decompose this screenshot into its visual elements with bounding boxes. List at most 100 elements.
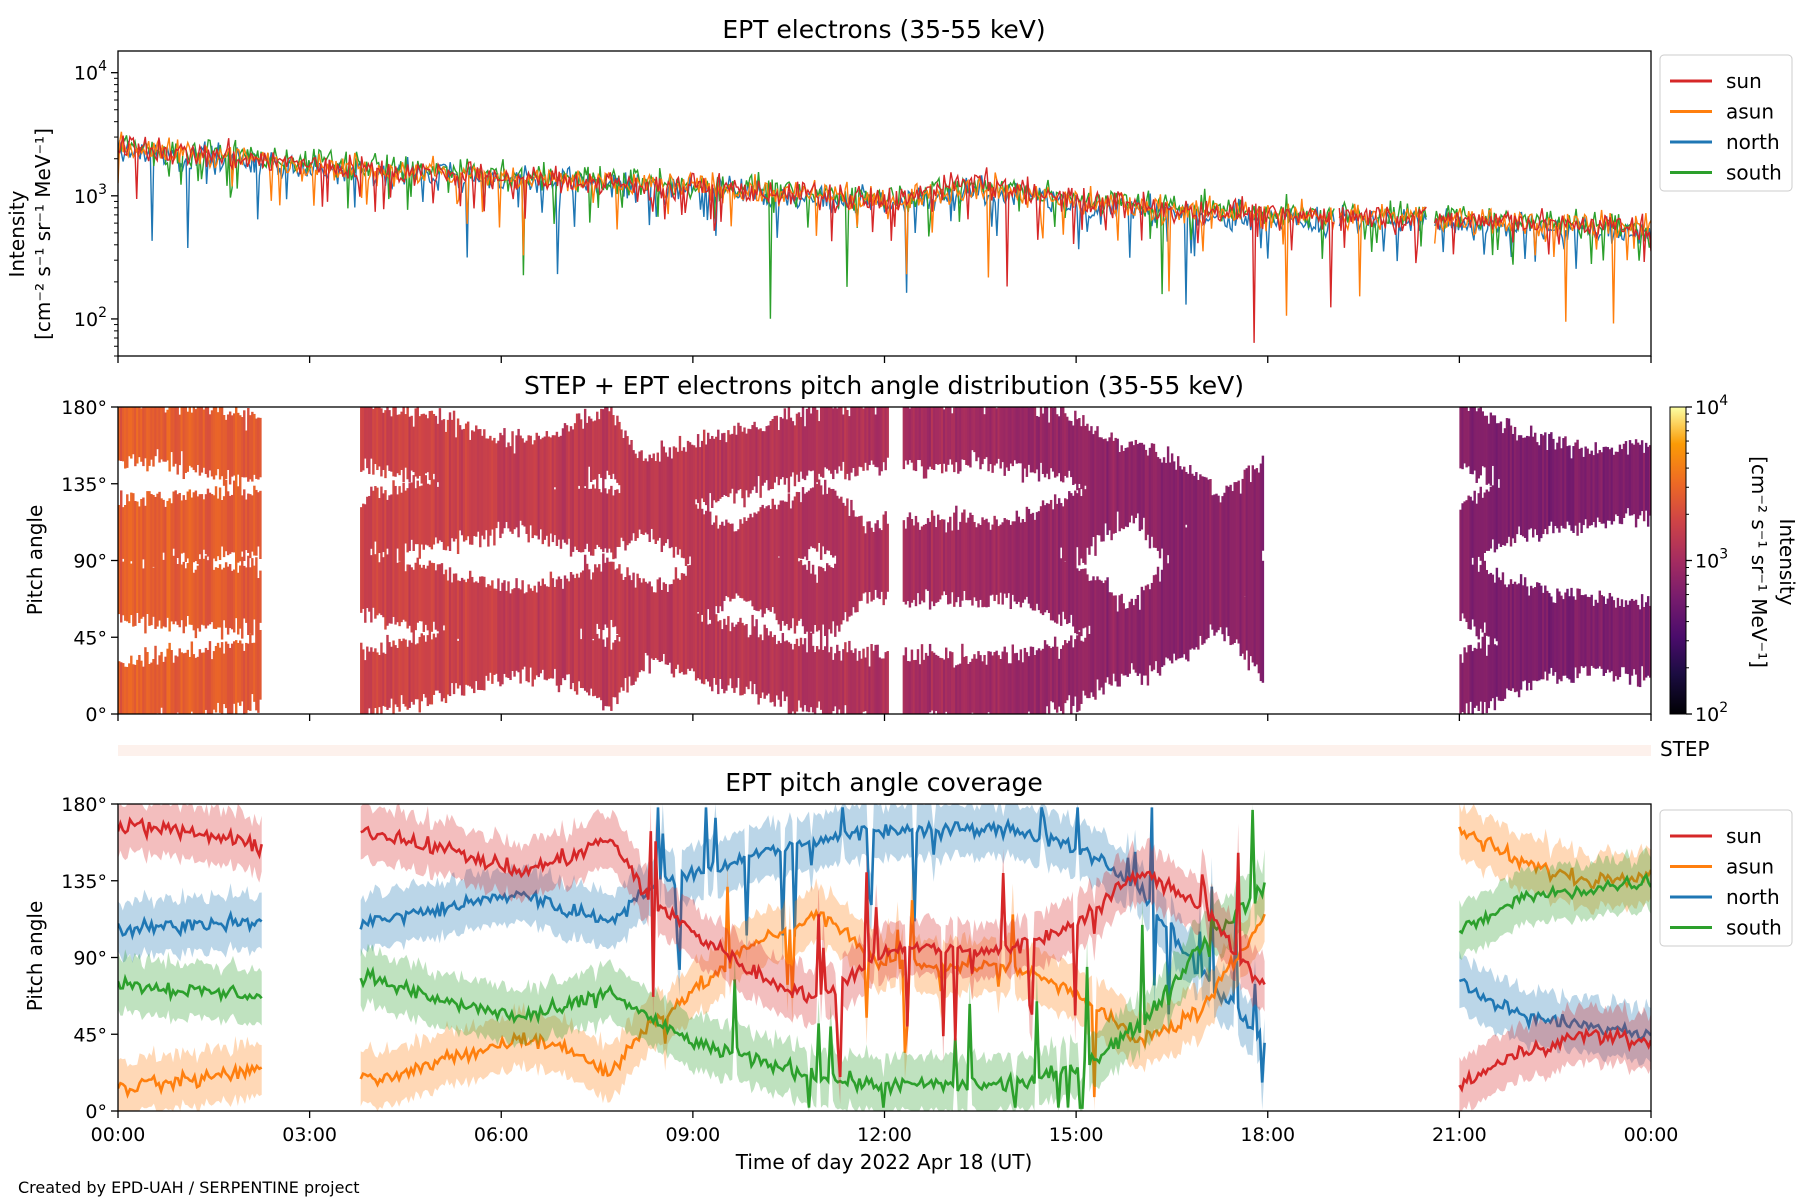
heatmap-cell [150, 662, 153, 714]
heatmap-cell [462, 428, 466, 542]
heatmap-cell [573, 423, 577, 547]
heatmap-cell [1580, 447, 1583, 534]
heatmap-cell [709, 438, 712, 494]
heatmap-cell [1098, 579, 1101, 691]
heatmap-cell [186, 649, 189, 714]
heatmap-cell [596, 411, 599, 545]
heatmap-cell [1542, 435, 1545, 535]
heatmap-cell [410, 642, 413, 702]
heatmap-cell [1471, 651, 1474, 714]
heatmap-cell [763, 508, 766, 614]
heatmap-cell [162, 407, 165, 462]
heatmap-cell [813, 652, 817, 714]
heatmap-cell [245, 499, 248, 551]
heatmap-cell [1572, 446, 1575, 533]
heatmap-cell [830, 567, 833, 634]
heatmap-cell [249, 494, 252, 559]
heatmap-cell [1620, 449, 1624, 525]
heatmap-cell [706, 624, 710, 682]
heatmap-cell [1624, 441, 1628, 514]
heatmap-cell [561, 588, 565, 679]
heatmap-cell [951, 530, 954, 593]
heatmap-cell [704, 510, 708, 680]
heatmap-cell [1249, 482, 1253, 657]
heatmap-cell [1072, 647, 1075, 706]
heatmap-cell [1554, 602, 1557, 673]
heatmap-cell [674, 567, 678, 669]
heatmap-cell [789, 417, 793, 477]
heatmap-cell [799, 559, 803, 619]
heatmap-cell [180, 564, 183, 621]
heatmap-cell [1544, 432, 1547, 530]
heatmap-cell [547, 436, 551, 547]
heatmap-cell [251, 642, 254, 695]
heatmap-cell [196, 407, 200, 465]
heatmap-cell [420, 414, 423, 484]
heatmap-cell [850, 650, 853, 714]
heatmap-cell [1013, 521, 1017, 602]
heatmap-cell [943, 519, 946, 592]
heatmap-cell [971, 658, 974, 713]
heatmap-cell [1630, 443, 1634, 516]
heatmap-cell [1227, 486, 1230, 637]
heatmap-cell [781, 418, 785, 478]
heatmap-cell [557, 576, 561, 693]
heatmap-cell [856, 516, 859, 613]
heatmap-cell [809, 632, 813, 708]
heatmap-cell [1064, 413, 1067, 476]
heatmap-cell [424, 641, 428, 698]
coverage-band-sun [360, 804, 1265, 1105]
heatmap-cell [652, 453, 655, 540]
heatmap-cell [1140, 442, 1144, 530]
heatmap-cell [1112, 440, 1115, 534]
heatmap-cell [949, 516, 952, 604]
heatmap-cell [1540, 433, 1543, 539]
heatmap-cell [509, 593, 512, 681]
heatmap-cell [886, 407, 889, 458]
heatmap-cell [995, 650, 998, 714]
heatmap-cell [1471, 564, 1474, 620]
heatmap-cell [842, 649, 845, 714]
heatmap-cell [624, 430, 627, 551]
heatmap-cell [598, 638, 601, 698]
heatmap-cell [154, 645, 157, 714]
heatmap-cell [130, 492, 133, 562]
heatmap-cell [394, 485, 397, 625]
heatmap-cell [174, 407, 177, 464]
heatmap-cell [1078, 570, 1081, 631]
heatmap-cell [874, 414, 877, 467]
heatmap-cell [1622, 443, 1626, 518]
heatmap-cell [1501, 433, 1505, 546]
heatmap-cell [162, 559, 165, 627]
heatmap-cell [501, 435, 504, 534]
heatmap-cell [777, 557, 781, 625]
heatmap-cell [767, 425, 770, 491]
heatmap-cell [360, 507, 363, 613]
heatmap-cell [243, 410, 246, 478]
coverage-band-south [1459, 847, 1651, 960]
heatmap-cell [1495, 645, 1499, 697]
heatmap-cell [416, 557, 419, 623]
heatmap-cell [817, 649, 821, 702]
heatmap-cell [840, 496, 843, 625]
heatmap-cell [251, 495, 254, 552]
heatmap-cell [670, 584, 674, 674]
heatmap-cell [771, 419, 774, 489]
heatmap-cell [400, 411, 403, 470]
heatmap-cell [247, 408, 250, 482]
heatmap-cell [751, 517, 754, 607]
heatmap-cell [507, 442, 510, 529]
heatmap-cell [977, 651, 980, 714]
heatmap-cell [1154, 574, 1158, 662]
heatmap-cell [1485, 655, 1489, 714]
heatmap-cell [1257, 472, 1261, 674]
heatmap-cell [1546, 450, 1549, 535]
heatmap-cell [1241, 478, 1244, 654]
heatmap-cell [596, 633, 599, 699]
heatmap-cell [1045, 503, 1049, 611]
heatmap-cell [997, 655, 1000, 714]
panel2-heatmap [118, 407, 1652, 714]
heatmap-cell [803, 493, 807, 557]
heatmap-cell [1122, 603, 1125, 676]
